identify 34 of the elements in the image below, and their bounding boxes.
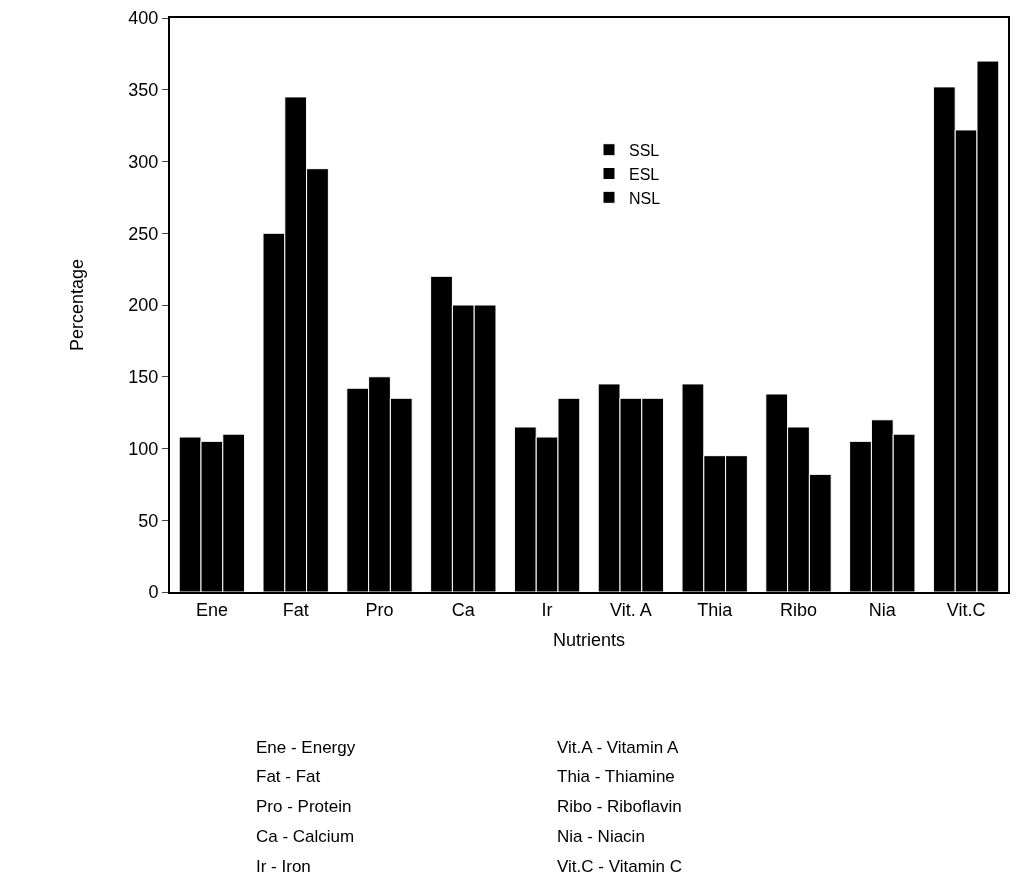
text: Pro - Protein <box>256 797 352 816</box>
text: Ribo - Riboflavin <box>557 797 682 816</box>
x-tick-label: Vit.C <box>946 599 986 620</box>
y-tick-label: 100 <box>128 438 159 459</box>
text: Fat - Fat <box>256 767 321 786</box>
legend-label: SSL <box>629 141 660 159</box>
x-tick-label: Ca <box>451 599 476 620</box>
y-tick-label: 50 <box>138 510 159 531</box>
text: Ene - Energy <box>256 738 356 757</box>
text: Vit.C - Vitamin C <box>557 857 683 876</box>
x-axis-title: Nutrients <box>552 630 626 651</box>
y-tick-label: 0 <box>148 582 159 603</box>
text: Ir - Iron <box>256 857 311 876</box>
y-tick-label: 150 <box>128 367 159 388</box>
legend-label: NSL <box>629 189 661 207</box>
y-tick-label: 400 <box>128 8 159 29</box>
y-tick-label: 350 <box>128 80 159 101</box>
x-tick-label: Ribo <box>779 599 818 620</box>
x-tick-label: Fat <box>282 599 309 620</box>
x-tick-label: Nia <box>868 599 897 620</box>
text: Vit.A - Vitamin A <box>557 738 679 757</box>
x-tick-label: Pro <box>365 599 394 620</box>
y-tick-label: 250 <box>128 223 159 244</box>
y-tick-label: 200 <box>128 295 159 316</box>
x-tick-label: Thia <box>697 599 734 620</box>
text: Ca - Calcium <box>256 827 355 846</box>
text: Thia - Thiamine <box>557 767 675 786</box>
legend-label: ESL <box>629 165 660 183</box>
text: Nia - Niacin <box>557 827 645 846</box>
x-tick-label: Ene <box>195 599 228 620</box>
y-tick-label: 300 <box>128 151 159 172</box>
x-tick-label: Vit. A <box>610 599 652 620</box>
y-axis-title: Percentage <box>67 258 88 352</box>
x-tick-label: Ir <box>541 599 553 620</box>
